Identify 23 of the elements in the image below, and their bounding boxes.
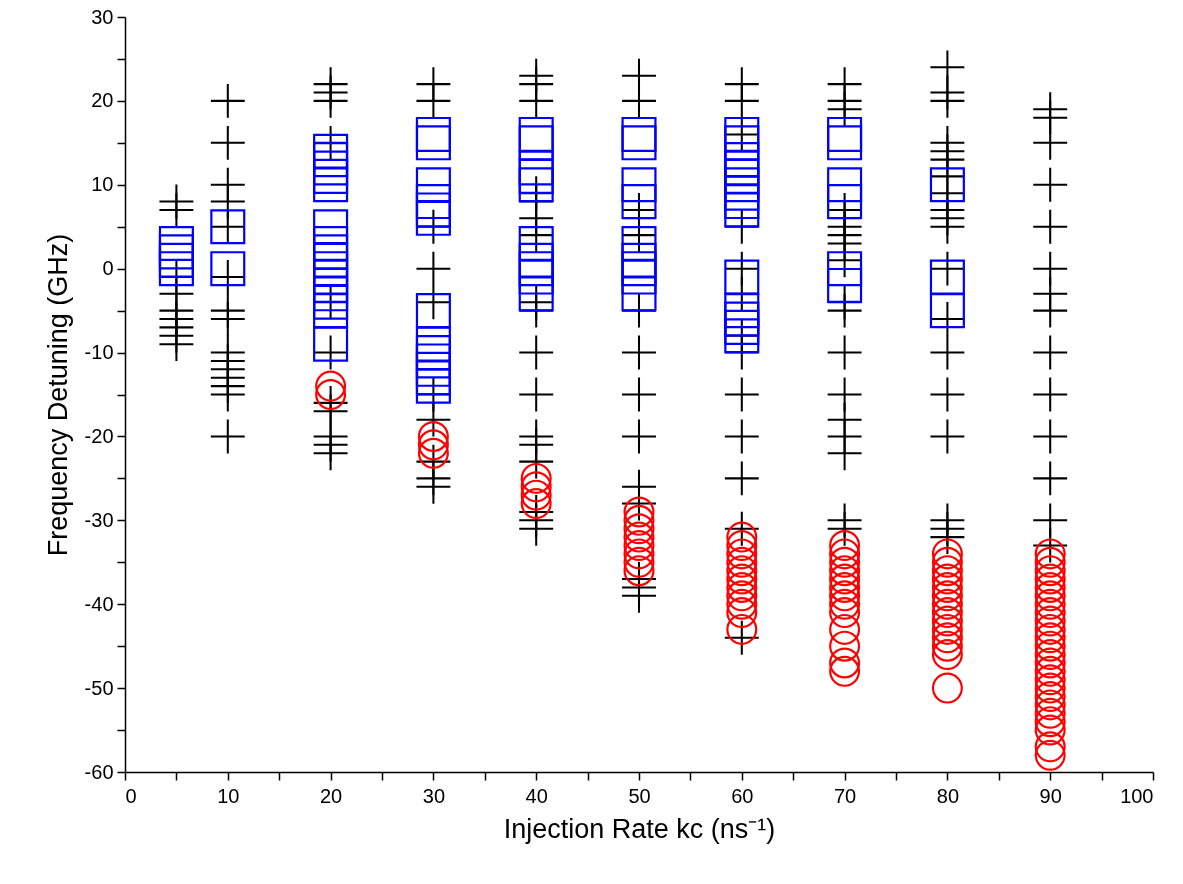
y-tick-label: 0 [102, 257, 114, 280]
y-tick-label: -10 [84, 341, 114, 364]
y-tick-label: -50 [84, 676, 114, 699]
y-axis-title: Frequency Detuning (GHz) [42, 233, 73, 557]
x-tick-label: 30 [422, 784, 446, 807]
y-tick-label: 30 [91, 5, 114, 28]
y-tick-label: -60 [84, 760, 114, 783]
x-tick-label: 80 [936, 784, 960, 807]
y-tick-label: 20 [91, 89, 114, 112]
x-tick-label: 100 [1120, 784, 1154, 807]
x-tick-label: 60 [731, 784, 754, 807]
x-tick-label: 40 [525, 784, 548, 807]
x-tick-label: 20 [319, 784, 343, 807]
x-tick-label: 0 [125, 784, 137, 807]
x-tick-label: 70 [833, 784, 857, 807]
y-tick-label: -20 [84, 424, 114, 447]
x-tick-label: 10 [217, 784, 240, 807]
x-tick-label: 90 [1039, 784, 1062, 807]
x-axis-title: Injection Rate kc (ns⁻¹) [503, 813, 776, 844]
y-tick-label: -30 [84, 508, 114, 531]
y-tick-label: -40 [84, 592, 114, 615]
x-tick-label: 50 [628, 784, 651, 807]
y-tick-label: 10 [91, 173, 114, 196]
